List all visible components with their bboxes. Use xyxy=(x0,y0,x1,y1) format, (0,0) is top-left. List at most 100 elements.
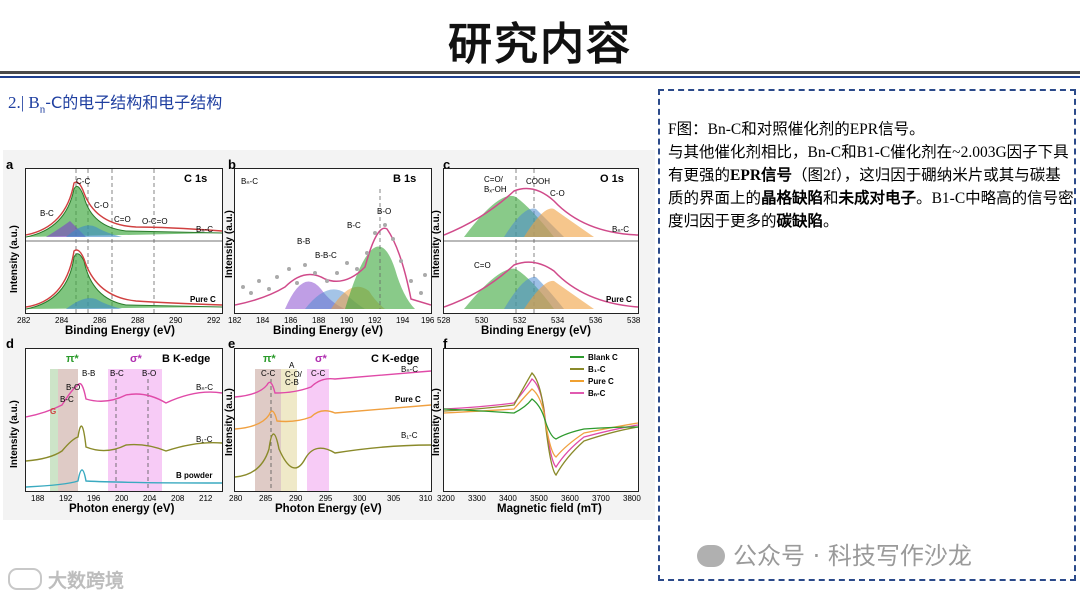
panel-e-sigma-label: σ* xyxy=(315,353,327,365)
panel-e-tick: 305 xyxy=(387,494,401,503)
panel-f-tick: 3600 xyxy=(561,494,579,503)
panel-a-top-cc xyxy=(25,185,223,238)
legend-item: B₁-C xyxy=(570,363,618,375)
panel-f-legend: Blank C B₁-C Pure C Bₙ-C xyxy=(570,351,618,399)
watermark-brand-text: 大数跨境 xyxy=(48,570,125,592)
panel-d-bc-label: B-C xyxy=(60,395,74,404)
panel-c-tick: 534 xyxy=(551,316,565,325)
panel-e: π* σ* C-C A C-O/ C-B C-C C K-edge Bₙ-C P… xyxy=(234,348,432,492)
panel-e-pi-label: π* xyxy=(263,353,276,365)
panel-e-tick: 300 xyxy=(353,494,367,503)
panel-a-peak-c-eq-o: C=O xyxy=(114,215,131,224)
panel-e-curve-label-2: Pure C xyxy=(395,395,421,404)
explanation-text: F图：Bn-C和对照催化剂的EPR信号。 与其他催化剂相比，Bn-C和B1-C催化… xyxy=(668,118,1076,233)
panel-c-label-top: Bₙ-C xyxy=(612,225,629,234)
panel-f-tick: 3200 xyxy=(437,494,455,503)
panel-c-letter: c xyxy=(443,157,451,172)
panel-d-bo2-label: B-O xyxy=(142,369,157,378)
panel-f-plot xyxy=(443,371,639,477)
panel-e-plot xyxy=(234,369,432,491)
panel-e-band-sigma xyxy=(307,369,329,491)
panel-b-title: B 1s xyxy=(393,173,417,185)
panel-d-pi-label: π* xyxy=(66,353,79,365)
panel-a-tick: 282 xyxy=(17,316,31,325)
legend-swatch xyxy=(570,368,584,370)
legend-label: B₁-C xyxy=(588,364,606,374)
panel-b-peak-bc-label: B-C xyxy=(347,221,361,230)
emphasis-carbon-defect: 碳缺陷 xyxy=(776,213,824,230)
panel-c-peak-bxoh: Bₓ-OH xyxy=(484,185,507,194)
panel-d-curve-b1 xyxy=(25,425,223,462)
subtitle-prefix: 2.| B xyxy=(8,93,40,112)
panel-c-tick: 538 xyxy=(627,316,641,325)
panel-f-ylabel: Intensity (a.u.) xyxy=(431,388,442,456)
panel-a-tick: 292 xyxy=(207,316,221,325)
explanation-run: （图2f），这归因于硼纳米片或其与碳基质的界面上的 xyxy=(668,167,1061,207)
panel-e-tick: 280 xyxy=(229,494,243,503)
explanation-run: 和 xyxy=(823,190,839,207)
panel-c-ylabel: Intensity (a.u.) xyxy=(431,210,442,278)
title-rule xyxy=(0,71,1080,74)
panel-c-peak-cooh: COOH xyxy=(526,177,550,186)
panel-d-tick: 192 xyxy=(59,494,73,503)
panel-d-curve-bpowder xyxy=(25,469,223,488)
explanation-run: 。 xyxy=(823,213,839,230)
panel-a-bottom-cc xyxy=(25,253,223,310)
panel-e-tick: 310 xyxy=(419,494,433,503)
panel-a-title: C 1s xyxy=(184,173,208,185)
panel-c-xlabel: Binding Energy (eV) xyxy=(481,325,591,337)
panel-a-label-bottom: Pure C xyxy=(190,295,216,304)
slide-title: 研究内容 xyxy=(448,19,632,70)
panel-b-tick: 192 xyxy=(368,316,382,325)
panel-f-curve-blankc xyxy=(443,398,639,440)
wechat-icon xyxy=(697,545,725,567)
panel-a-tick: 288 xyxy=(131,316,145,325)
subtitle-sub: n xyxy=(39,103,46,116)
legend-item: Blank C xyxy=(570,351,618,363)
panel-e-tick: 285 xyxy=(259,494,273,503)
panel-f: Blank C B₁-C Pure C Bₙ-C xyxy=(443,348,639,492)
panel-e-ylabel: Intensity (a.u.) xyxy=(224,388,235,456)
panel-a-tick: 290 xyxy=(169,316,183,325)
panel-b-data-points xyxy=(241,223,427,295)
panel-d-tick: 212 xyxy=(199,494,213,503)
panel-b-corner-label: Bₙ-C xyxy=(241,177,258,186)
panel-e-curve-label-1: Bₙ-C xyxy=(401,365,418,374)
panel-c-peak-c-eq-o: C=O/ xyxy=(484,175,503,184)
panel-f-tick: 3400 xyxy=(499,494,517,503)
panel-d-band-g xyxy=(50,369,58,491)
panel-a-letter: a xyxy=(6,157,14,172)
panel-d-g-label: G xyxy=(50,407,57,416)
subtitle-suffix: -C的电子结构和电子结构 xyxy=(45,93,223,112)
legend-swatch xyxy=(570,380,584,382)
panel-c-bottom-peak-3 xyxy=(524,280,594,309)
panel-a: C 1s B-C C-C C-O C=O O-C=O Bₙ-C Pure C xyxy=(25,168,223,314)
panel-c-title: O 1s xyxy=(600,173,624,185)
panel-d-tick: 188 xyxy=(31,494,45,503)
panel-c-tick: 528 xyxy=(437,316,451,325)
figure-2: a C 1s B-C C-C C-O C=O O-C=O Bₙ-C Pure C… xyxy=(3,150,655,520)
emphasis-lattice-defect: 晶格缺陷 xyxy=(761,190,824,207)
panel-e-xlabel: Photon Energy (eV) xyxy=(275,503,382,515)
panel-a-top-co xyxy=(66,225,122,237)
panel-b-tick: 184 xyxy=(256,316,270,325)
panel-a-top-fit xyxy=(25,181,223,236)
emphasis-unpaired-electron: 未成对电子 xyxy=(838,190,917,207)
panel-b-tick: 196 xyxy=(421,316,435,325)
panel-a-tick: 284 xyxy=(55,316,69,325)
panel-b-letter: b xyxy=(228,157,236,172)
panel-b-ylabel: Intensity (a.u.) xyxy=(224,210,235,278)
panel-d-tick: 208 xyxy=(171,494,185,503)
panel-c-label-bottom: Pure C xyxy=(606,295,632,304)
panel-d-xlabel: Photon energy (eV) xyxy=(69,503,175,515)
panel-f-tick: 3700 xyxy=(592,494,610,503)
panel-d-curve-label-2: B₁-C xyxy=(196,435,213,444)
panel-a-bottom-fit xyxy=(25,249,223,308)
panel-d-title: B K-edge xyxy=(162,353,211,365)
panel-b: B 1s Bₙ-C B-B B-B-C B-C B-O xyxy=(234,168,432,314)
panel-d-ylabel: Intensity (a.u.) xyxy=(9,400,20,468)
panel-f-tick: 3300 xyxy=(468,494,486,503)
explanation-run: 与其他催化剂相比，Bn-C和B1-C催化剂在~2.003G因子下具有更强的 xyxy=(668,144,1069,184)
panel-d-curve-bn xyxy=(25,382,223,418)
legend-item: Pure C xyxy=(570,375,618,387)
